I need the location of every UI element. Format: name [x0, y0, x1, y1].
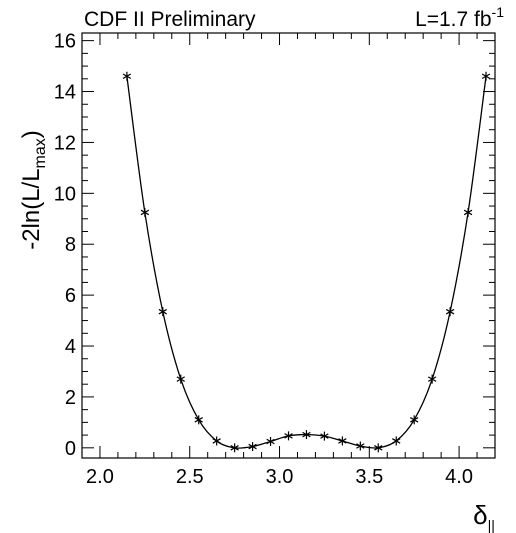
marker-stroke — [158, 308, 167, 315]
y-tick-label: 12 — [54, 132, 76, 154]
x-axis-label-main: δ — [473, 500, 487, 530]
data-point-marker — [284, 431, 293, 441]
likelihood-curve — [126, 76, 487, 449]
header-left-label: CDF II Preliminary — [84, 8, 256, 31]
x-axis-ticks — [81, 33, 496, 458]
x-tick-label: 4.0 — [445, 466, 473, 488]
y-axis-ticks — [82, 40, 495, 449]
marker-stroke — [122, 73, 132, 80]
data-point-marker — [158, 307, 167, 317]
x-axis-tick-labels: 2.0 2.5 3.0 3.5 4.0 — [86, 466, 473, 488]
data-point-marker — [230, 443, 239, 453]
data-point-marker — [140, 207, 150, 217]
data-point-marker — [374, 443, 383, 453]
y-axis-label-close: ) — [18, 130, 45, 138]
data-point-marker — [302, 430, 311, 440]
data-point-marker — [356, 441, 365, 451]
y-axis-label: -2ln(L/Lmax) — [18, 130, 49, 250]
data-point-marker — [194, 415, 203, 425]
marker-stroke — [338, 438, 347, 444]
y-axis-label-main: -2ln(L/L — [18, 168, 45, 249]
y-tick-label: 10 — [54, 183, 76, 205]
marker-stroke — [248, 443, 257, 450]
x-tick-label: 3.0 — [266, 466, 294, 488]
data-point-marker — [212, 436, 221, 446]
marker-stroke — [230, 445, 239, 451]
marker-stroke — [140, 209, 150, 216]
data-point-marker — [320, 431, 329, 441]
marker-stroke — [356, 443, 365, 449]
y-tick-label: 0 — [65, 438, 76, 460]
luminosity-main: L=1.7 fb — [415, 8, 491, 31]
y-tick-label: 14 — [54, 82, 76, 104]
data-markers — [122, 71, 491, 453]
marker-stroke — [266, 438, 275, 445]
y-tick-label: 6 — [65, 285, 76, 307]
data-point-marker — [248, 442, 257, 452]
marker-stroke — [463, 209, 473, 216]
marker-stroke — [410, 417, 419, 423]
data-point-marker — [122, 71, 132, 81]
data-point-marker — [176, 374, 185, 384]
marker-stroke — [445, 308, 455, 315]
marker-stroke — [284, 433, 293, 439]
y-tick-label: 16 — [54, 31, 76, 53]
x-tick-label: 2.0 — [86, 466, 114, 488]
data-point-marker — [266, 436, 275, 446]
data-point-marker — [392, 436, 401, 446]
x-axis-label-subscript: || — [488, 517, 495, 533]
y-tick-label: 8 — [65, 234, 76, 256]
luminosity-superscript: -1 — [492, 4, 505, 20]
y-tick-label: 4 — [65, 336, 76, 358]
data-point-marker — [463, 207, 473, 217]
data-point-marker — [427, 374, 437, 384]
marker-stroke — [302, 431, 311, 438]
marker-stroke — [427, 376, 437, 382]
x-tick-label: 3.5 — [355, 466, 383, 488]
data-point-marker — [481, 71, 491, 81]
marker-stroke — [320, 433, 329, 439]
y-axis-label-subscript: max — [32, 138, 49, 168]
data-point-marker — [445, 307, 455, 317]
marker-stroke — [392, 438, 401, 444]
plot-frame — [81, 32, 496, 459]
x-tick-label: 2.5 — [176, 466, 204, 488]
marker-stroke — [194, 417, 203, 423]
marker-stroke — [176, 376, 185, 382]
luminosity-label: L=1.7 fb-1 — [415, 4, 504, 31]
data-point-marker — [410, 415, 419, 425]
y-tick-label: 2 — [65, 387, 76, 409]
y-axis-tick-labels: 0 2 4 6 8 10 12 14 16 — [54, 31, 76, 460]
marker-stroke — [374, 445, 383, 451]
x-axis-label: δ|| — [473, 500, 495, 533]
marker-stroke — [212, 438, 221, 444]
marker-stroke — [481, 73, 491, 80]
data-point-marker — [338, 436, 347, 446]
